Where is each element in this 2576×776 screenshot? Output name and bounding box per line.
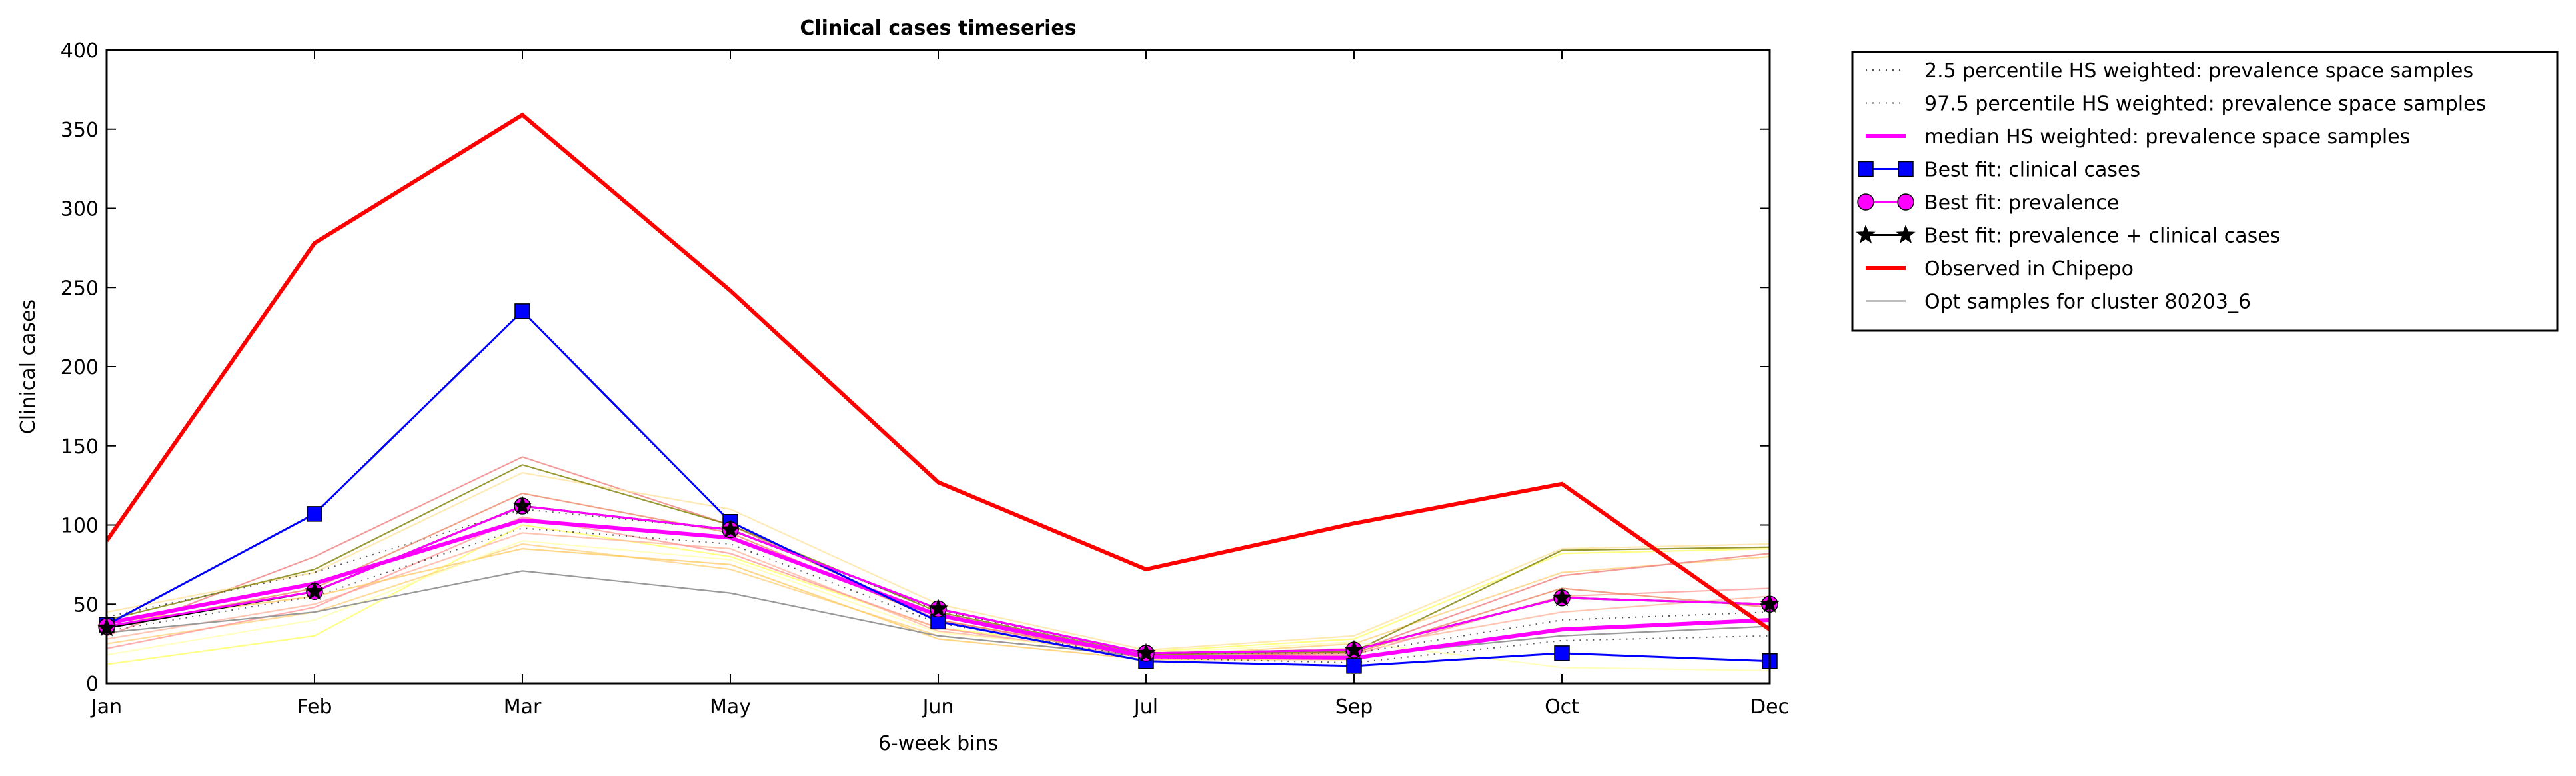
legend-box xyxy=(1851,51,2559,332)
legend-marker-a-4 xyxy=(1857,193,1874,211)
legend-label-6: Observed in Chipepo xyxy=(1924,257,2134,281)
legend: 2.5 percentile HS weighted: prevalence s… xyxy=(1851,51,2559,332)
x-tick-label-1: Feb xyxy=(297,695,332,719)
legend-marker-b-5 xyxy=(1896,225,1916,243)
sample-line-0 xyxy=(107,524,1770,665)
x-tick-label-7: Oct xyxy=(1545,695,1579,719)
y-tick-label-3: 150 xyxy=(61,435,99,459)
point-s5-2 xyxy=(512,495,532,515)
point-s3-1 xyxy=(307,506,322,522)
series-line-7 xyxy=(107,570,1770,657)
legend-label-5: Best fit: prevalence + clinical cases xyxy=(1924,225,2280,248)
legend-marker-a-5 xyxy=(1856,225,1876,243)
legend-label-4: Best fit: prevalence xyxy=(1924,191,2119,215)
y-tick-label-0: 0 xyxy=(86,673,99,696)
legend-marker-b-3 xyxy=(1898,161,1914,177)
plot-area: 0 50 100 150 200 250 300 350 400 Jan Feb Mar May Jun J… xyxy=(61,39,1789,719)
point-s3-2 xyxy=(514,303,530,319)
series-lines xyxy=(107,112,1770,672)
x-axis-label: 6-week bins xyxy=(878,732,998,755)
x-tick-label-4: Jun xyxy=(922,695,954,719)
x-tick-label-5: Jul xyxy=(1133,695,1158,719)
y-tick-label-2: 100 xyxy=(61,515,99,538)
y-tick-label-4: 200 xyxy=(61,356,99,379)
point-s5-7 xyxy=(1552,587,1572,607)
point-s3-6 xyxy=(1346,658,1362,674)
legend-label-1: 97.5 percentile HS weighted: prevalence … xyxy=(1924,93,2486,116)
y-tick-label-6: 300 xyxy=(61,198,99,221)
x-tick-label-8: Dec xyxy=(1750,695,1789,719)
x-tick-label-6: Sep xyxy=(1335,695,1373,719)
series-line-6 xyxy=(107,112,1770,631)
chart-title: Clinical cases timeseries xyxy=(800,17,1076,40)
y-tick-label-7: 350 xyxy=(61,119,99,142)
x-tick-label-2: Mar xyxy=(504,695,542,719)
legend-label-3: Best fit: clinical cases xyxy=(1924,159,2140,182)
plot-frame xyxy=(105,49,1771,685)
point-s5-5 xyxy=(1136,643,1156,662)
point-s5-3 xyxy=(720,519,740,539)
legend-marker-a-3 xyxy=(1858,161,1874,177)
legend-label-2: median HS weighted: prevalence space sam… xyxy=(1924,125,2410,149)
legend-label-7: Opt samples for cluster 80203_6 xyxy=(1924,291,2251,314)
legend-marker-b-4 xyxy=(1897,193,1914,211)
y-axis-label: Clinical cases xyxy=(17,299,40,434)
point-s5-1 xyxy=(305,581,324,600)
y-tick-label-1: 50 xyxy=(73,593,99,617)
point-s5-4 xyxy=(928,598,948,617)
x-tick-label-0: Jan xyxy=(90,695,122,719)
y-tick-label-5: 250 xyxy=(61,277,99,300)
point-s5-6 xyxy=(1344,639,1364,659)
sample-line-8 xyxy=(107,540,1770,672)
point-s3-7 xyxy=(1554,645,1570,661)
legend-label-0: 2.5 percentile HS weighted: prevalence s… xyxy=(1924,59,2473,83)
y-tick-label-8: 400 xyxy=(61,39,99,63)
x-tick-label-3: May xyxy=(710,695,751,719)
